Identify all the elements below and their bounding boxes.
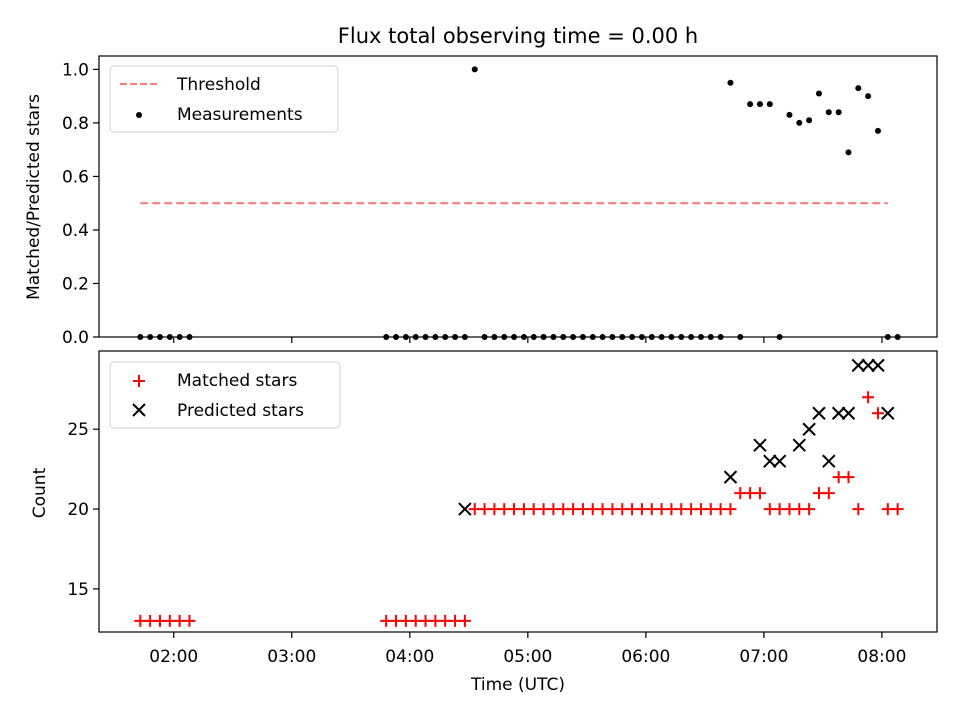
bottom-y-axis-label: Count <box>30 467 50 518</box>
measurement-point <box>806 117 813 124</box>
x-tick-label: 03:00 <box>267 647 316 667</box>
chart-title: Flux total observing time = 0.00 h <box>338 24 698 48</box>
measurement-point <box>747 101 754 108</box>
predicted-star-point <box>458 502 472 516</box>
x-tick-label: 06:00 <box>621 647 670 667</box>
x-axis-label: Time (UTC) <box>470 675 565 695</box>
y-tick-label: 0.8 <box>62 114 89 134</box>
top-legend: Threshold Measurements <box>109 65 339 133</box>
top-legend-box <box>109 65 339 133</box>
matched-star-point <box>891 503 904 516</box>
measurement-point <box>796 119 803 126</box>
measurement-point <box>471 66 478 73</box>
x-tick-label: 05:00 <box>503 647 552 667</box>
measurement-point <box>786 111 793 118</box>
bottom-legend-box <box>109 361 341 429</box>
x-tick-label: 08:00 <box>857 647 906 667</box>
bottom-panel: 15 20 25 02:00 03:00 04:00 05:00 06:00 07:00 08:0… <box>30 350 938 695</box>
measurement-point <box>756 101 763 108</box>
legend-matched-label: Matched stars <box>177 371 297 391</box>
predicted-star-point <box>881 406 895 420</box>
legend-measurements-label: Measurements <box>177 105 303 125</box>
bottom-legend: Matched stars Predicted stars <box>109 361 341 429</box>
y-tick-label: 0.6 <box>62 167 89 187</box>
legend-predicted-label: Predicted stars <box>177 401 304 421</box>
measurement-point <box>865 93 872 100</box>
measurement-point <box>855 85 862 92</box>
top-panel: 0.0 0.2 0.4 0.6 0.8 1.0 Matched/Predicted sta… <box>24 55 938 348</box>
y-tick-label: 15 <box>67 580 89 600</box>
predicted-star-point <box>802 422 816 436</box>
bottom-axes-frame <box>98 350 938 633</box>
measurement-point <box>874 127 881 134</box>
measurement-point <box>825 109 832 116</box>
matched-star-point <box>803 503 816 516</box>
matched-star-point <box>753 487 766 500</box>
legend-predicted-swatch <box>132 403 146 417</box>
predicted-star-point <box>822 454 836 468</box>
y-tick-label: 0.4 <box>62 221 89 241</box>
measurement-point <box>766 101 773 108</box>
top-axis-ticks: 0.0 0.2 0.4 0.6 0.8 1.0 <box>62 60 883 348</box>
top-axes-frame <box>98 55 938 338</box>
measurement-point <box>845 149 852 156</box>
predicted-star-point <box>812 406 826 420</box>
predicted-star-point <box>763 454 777 468</box>
measurement-point <box>727 79 734 86</box>
y-tick-label: 25 <box>67 420 89 440</box>
top-y-axis-label: Matched/Predicted stars <box>24 94 44 300</box>
matched-star-point <box>183 614 196 627</box>
matched-star-point <box>862 391 875 404</box>
y-tick-label: 0.2 <box>62 274 89 294</box>
y-tick-label: 20 <box>67 500 89 520</box>
predicted-star-point <box>851 358 866 373</box>
matched-star-point <box>822 487 835 500</box>
matched-star-point <box>852 503 865 516</box>
predicted-star-point <box>841 406 856 420</box>
x-tick-label: 07:00 <box>739 647 788 667</box>
predicted-star-point <box>723 470 738 484</box>
predicted-star-point <box>831 406 846 420</box>
bottom-axis-ticks: 15 20 25 02:00 03:00 04:00 05:00 06:00 07:00 08:0… <box>67 420 906 667</box>
x-tick-label: 04:00 <box>385 647 434 667</box>
matched-star-point <box>842 471 855 484</box>
y-tick-label: 1.0 <box>62 60 89 80</box>
matched-star-point <box>724 503 737 516</box>
matched-star-point <box>458 614 471 627</box>
predicted-star-point <box>772 454 787 468</box>
legend-threshold-label: Threshold <box>176 75 261 95</box>
predicted-star-point <box>753 438 767 452</box>
measurement-point <box>835 109 842 116</box>
y-tick-label: 0.0 <box>62 328 89 348</box>
predicted-star-point <box>871 358 885 373</box>
bottom-plot-area <box>134 358 904 627</box>
matched-star-point <box>871 407 884 420</box>
legend-measurements-swatch <box>136 112 142 118</box>
legend-matched-swatch <box>133 375 145 387</box>
predicted-star-point <box>861 358 875 373</box>
x-tick-label: 02:00 <box>149 647 198 667</box>
measurement-point <box>815 90 822 97</box>
predicted-star-point <box>792 438 807 452</box>
